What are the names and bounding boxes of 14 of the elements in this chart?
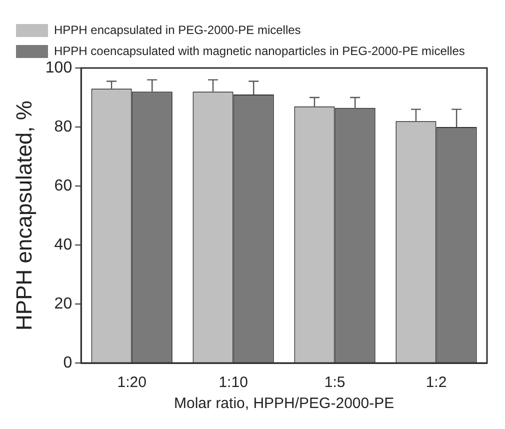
y-tick-label: 20 — [54, 295, 72, 312]
y-tick-label: 40 — [54, 236, 72, 254]
x-tick-label: 1:2 — [426, 374, 447, 392]
x-axis-title: Molar ratio, HPPH/PEG-2000-PE — [174, 395, 394, 412]
y-tick-label: 60 — [54, 177, 72, 194]
y-tick-label: 100 — [45, 59, 72, 76]
y-tick-label: 80 — [54, 118, 72, 136]
x-tick-label: 1:10 — [218, 374, 248, 392]
y-tick-label: 0 — [63, 354, 72, 372]
y-axis-title: HPPH encapsulated, % — [11, 100, 36, 330]
legend-label: HPPH encapsulated in PEG-2000-PE micelles — [54, 22, 301, 37]
legend-label: HPPH coencapsulated with magnetic nanoparticles in PEG-2000-PE micelles — [54, 44, 465, 58]
x-tick-label: 1:5 — [324, 374, 346, 392]
x-tick-label: 1:20 — [117, 374, 146, 392]
